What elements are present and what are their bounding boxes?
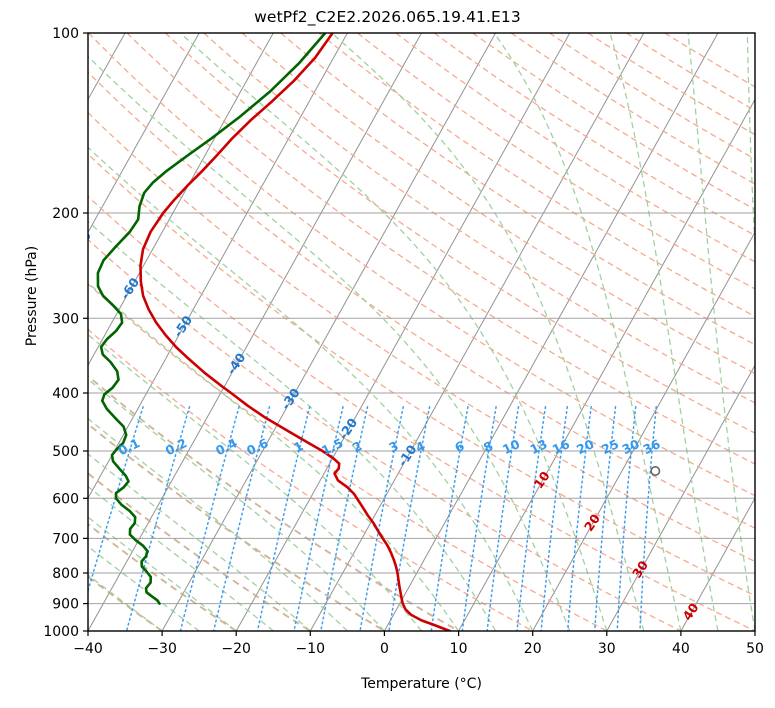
- sounding-curves: [96, 33, 451, 631]
- y-tick-1000: 1000: [43, 624, 79, 640]
- x-tick-0: 0: [380, 641, 389, 657]
- lcl-marker: [650, 465, 661, 476]
- x-tick--10: −10: [296, 641, 326, 657]
- y-tick-900: 900: [52, 597, 79, 613]
- background-gridlines: [88, 33, 755, 631]
- plot-border: [87, 32, 756, 632]
- y-axis-label: Pressure (hPa): [24, 245, 40, 347]
- y-tick-700: 700: [52, 531, 79, 547]
- mixing-ratio-label-30: 30: [620, 436, 642, 457]
- mixing-ratio-label-10: 10: [500, 436, 522, 457]
- x-tick-10: 10: [450, 641, 468, 657]
- y-tick-300: 300: [52, 311, 79, 327]
- x-axis-label: Temperature (°C): [361, 676, 482, 692]
- mixing-ratio-label-25: 25: [599, 436, 621, 457]
- mixing-ratio-label-20: 20: [574, 436, 596, 457]
- x-tick-40: 40: [672, 641, 690, 657]
- mixing-ratio-label-13: 13: [527, 436, 549, 457]
- chart-title: wetPf2_C2E2.2026.065.19.41.E13: [254, 8, 521, 26]
- y-tick-500: 500: [52, 444, 79, 460]
- x-tick--40: −40: [73, 641, 103, 657]
- plot-background: [88, 33, 755, 631]
- x-tick-50: 50: [746, 641, 764, 657]
- x-tick--20: −20: [221, 641, 251, 657]
- y-tick-200: 200: [52, 206, 79, 222]
- mixing-ratio-label-36: 36: [640, 436, 662, 457]
- x-tick--30: −30: [147, 641, 177, 657]
- x-tick-30: 30: [598, 641, 616, 657]
- y-tick-600: 600: [52, 491, 79, 507]
- isotherm-label--80: -80: [23, 178, 48, 205]
- y-tick-800: 800: [52, 566, 79, 582]
- y-tick-400: 400: [52, 386, 79, 402]
- y-tick-100: 100: [52, 26, 79, 42]
- x-tick-20: 20: [524, 641, 542, 657]
- isotherm-label--90: -90: [0, 126, 3, 153]
- mixing-ratio-label-16: 16: [550, 436, 572, 457]
